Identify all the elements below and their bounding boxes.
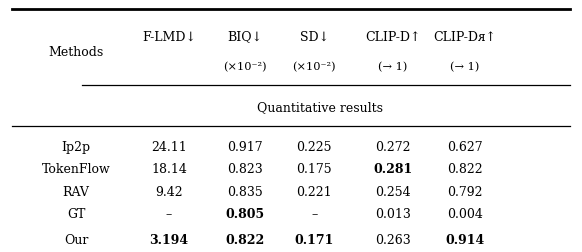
Text: 0.627: 0.627 [448,141,483,154]
Text: 0.823: 0.823 [226,163,262,176]
Text: 3.194: 3.194 [150,234,189,246]
Text: –: – [166,208,172,222]
Text: Our: Our [64,234,88,246]
Text: 0.792: 0.792 [448,186,483,199]
Text: 0.221: 0.221 [296,186,332,199]
Text: Quantitative results: Quantitative results [257,101,383,114]
Text: –: – [311,208,317,222]
Text: 24.11: 24.11 [151,141,187,154]
Text: 9.42: 9.42 [155,186,183,199]
Text: 18.14: 18.14 [151,163,187,176]
Text: 0.822: 0.822 [448,163,483,176]
Text: 0.917: 0.917 [227,141,262,154]
Text: 0.013: 0.013 [375,208,410,222]
Text: SD↓: SD↓ [300,30,329,44]
Text: 0.822: 0.822 [225,234,264,246]
Text: 0.171: 0.171 [294,234,334,246]
Text: 0.254: 0.254 [375,186,410,199]
Text: 0.914: 0.914 [446,234,485,246]
Text: GT: GT [67,208,86,222]
Text: CLIP-D↑: CLIP-D↑ [365,30,420,44]
Text: (×10⁻²): (×10⁻²) [223,62,267,72]
Text: CLIP-Dᴙ↑: CLIP-Dᴙ↑ [434,30,496,44]
Text: 0.272: 0.272 [375,141,410,154]
Text: (→ 1): (→ 1) [450,62,480,72]
Text: 0.835: 0.835 [226,186,262,199]
Text: 0.225: 0.225 [296,141,332,154]
Text: 0.175: 0.175 [296,163,332,176]
Text: Methods: Methods [48,46,104,58]
Text: 0.805: 0.805 [225,208,264,222]
Text: F-LMD↓: F-LMD↓ [142,30,196,44]
Text: 0.263: 0.263 [375,234,410,246]
Text: Ip2p: Ip2p [62,141,91,154]
Text: (×10⁻²): (×10⁻²) [292,62,336,72]
Text: (→ 1): (→ 1) [378,62,407,72]
Text: BIQ↓: BIQ↓ [227,30,262,44]
Text: RAV: RAV [63,186,90,199]
Text: 0.281: 0.281 [373,163,412,176]
Text: 0.004: 0.004 [447,208,483,222]
Text: TokenFlow: TokenFlow [42,163,111,176]
